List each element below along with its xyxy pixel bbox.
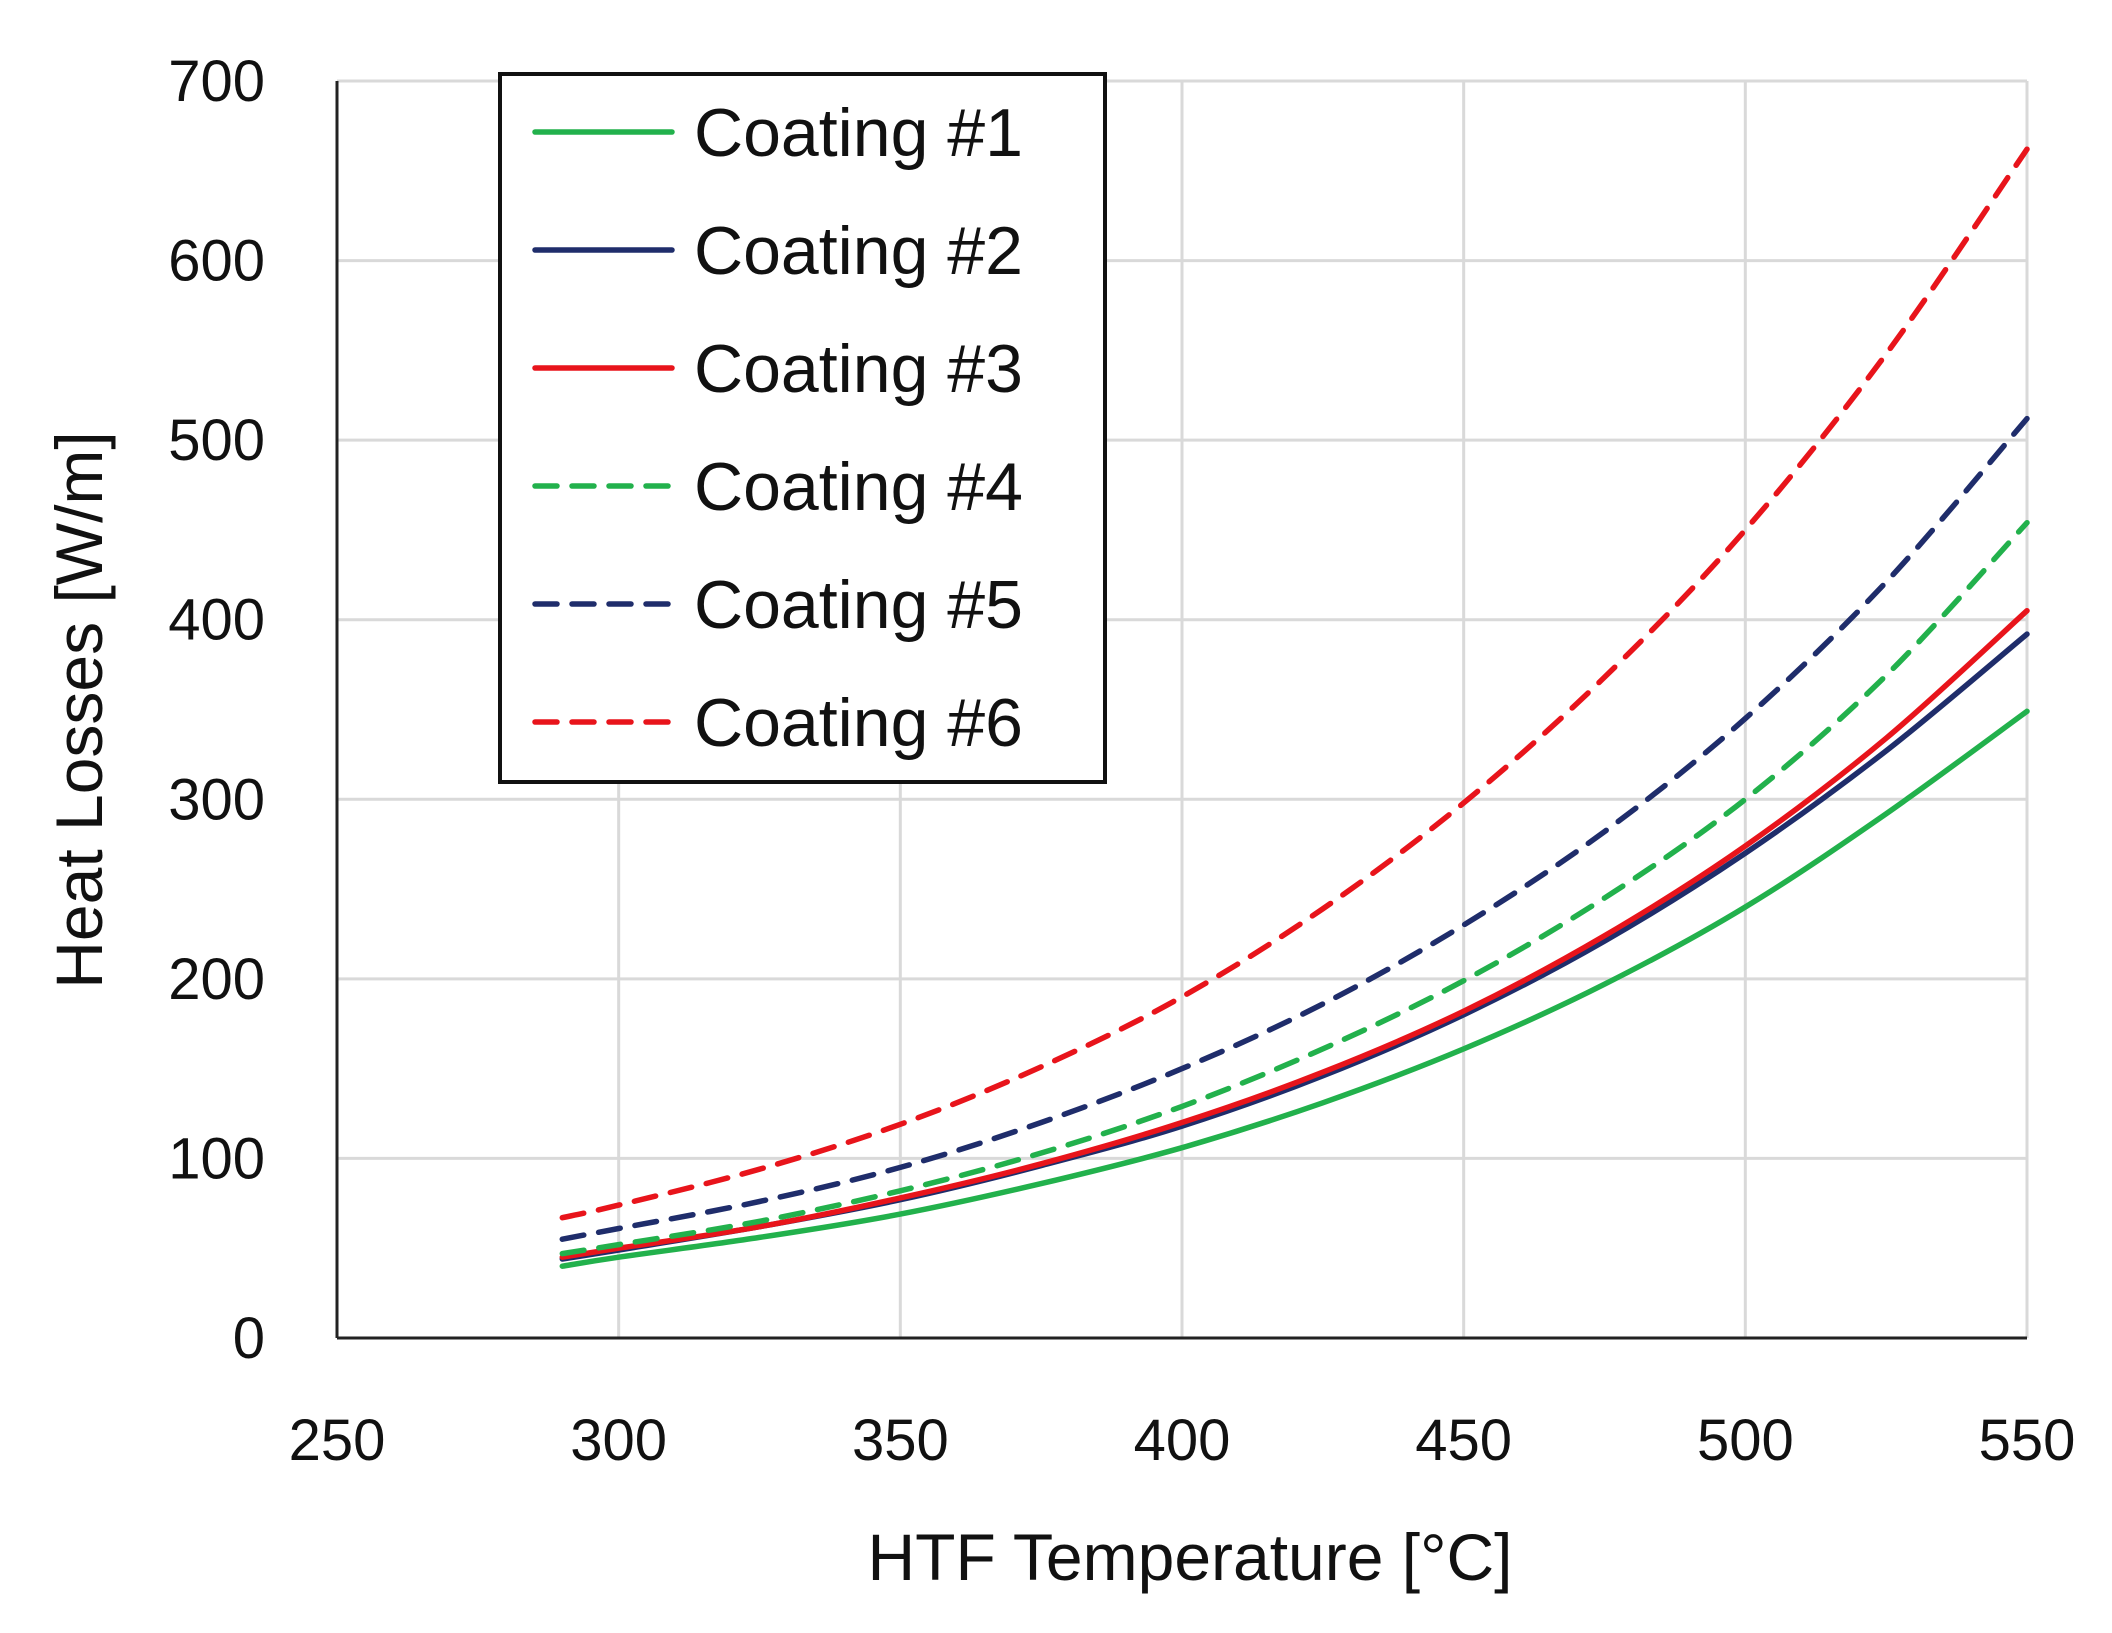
y-tick-labels: 0 100 200 300 400 500 600 700 <box>168 49 265 1371</box>
y-tick-label: 100 <box>168 1126 265 1191</box>
y-tick-label: 500 <box>168 408 265 473</box>
y-tick-label: 0 <box>233 1306 265 1371</box>
legend-label: Coating #5 <box>694 567 1023 643</box>
series-line-coating-6 <box>559 146 2030 1221</box>
y-tick-label: 700 <box>168 49 265 114</box>
x-tick-label: 400 <box>1134 1408 1231 1473</box>
y-tick-label: 300 <box>168 767 265 832</box>
axes <box>335 81 2027 1340</box>
series-line-coating-5 <box>559 415 2030 1242</box>
series-line-coating-1 <box>559 708 2030 1269</box>
x-tick-label: 550 <box>1979 1408 2076 1473</box>
legend-label: Coating #3 <box>694 331 1023 407</box>
y-tick-label: 200 <box>168 947 265 1012</box>
series-line-coating-4 <box>559 519 2030 1257</box>
legend-label: Coating #6 <box>694 685 1023 761</box>
x-tick-label: 250 <box>289 1408 386 1473</box>
legend-label: Coating #2 <box>694 213 1023 289</box>
legend-item-coating-1: Coating #1 <box>532 95 1023 171</box>
x-tick-labels: 250 300 350 400 450 500 550 <box>289 1408 2076 1473</box>
series-lines <box>559 146 2030 1269</box>
series-line-coating-3 <box>559 607 2030 1260</box>
x-tick-label: 300 <box>570 1408 667 1473</box>
y-tick-label: 400 <box>168 588 265 653</box>
x-axis-title: HTF Temperature [°C] <box>867 1520 1512 1594</box>
legend-item-coating-4: Coating #4 <box>532 449 1023 525</box>
x-tick-label: 500 <box>1697 1408 1794 1473</box>
legend-label: Coating #4 <box>694 449 1023 525</box>
legend-item-coating-3: Coating #3 <box>532 331 1023 407</box>
legend-item-coating-2: Coating #2 <box>532 213 1023 289</box>
legend-box <box>498 72 1107 784</box>
legend: Coating #1 Coating #2 Coating #3 Coating #4… <box>498 72 1107 784</box>
legend-item-coating-6: Coating #6 <box>532 685 1023 761</box>
legend-items: Coating #1 Coating #2 Coating #3 Coating #4… <box>532 95 1023 761</box>
x-tick-label: 350 <box>852 1408 949 1473</box>
y-tick-label: 600 <box>168 229 265 294</box>
y-axis-title: Heat Losses [W/m] <box>42 431 116 989</box>
x-tick-label: 450 <box>1415 1408 1512 1473</box>
legend-label: Coating #1 <box>694 95 1023 171</box>
legend-item-coating-5: Coating #5 <box>532 567 1023 643</box>
